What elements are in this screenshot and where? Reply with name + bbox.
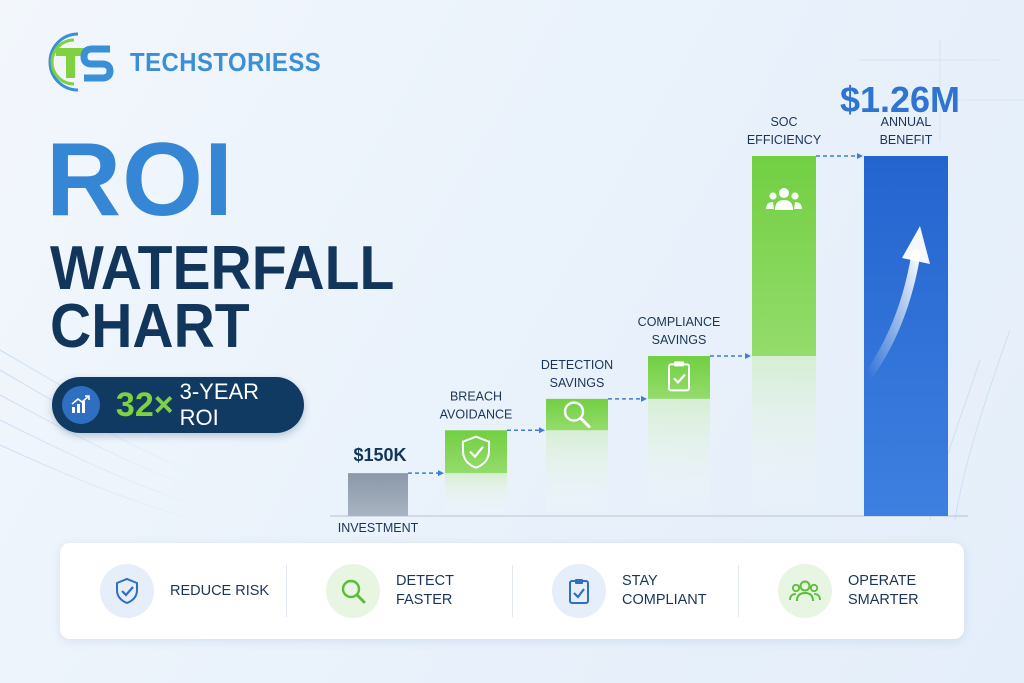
headline-roi: ROI — [46, 122, 234, 238]
value-label-annual-benefit: $1.26M — [840, 79, 960, 120]
team-icon — [766, 188, 802, 210]
feature-label: REDUCE RISK — [170, 582, 270, 599]
bar-shadow-compliance-savings — [648, 398, 710, 516]
up-arrow-icon — [863, 226, 930, 381]
category-label-breach-avoidance: BREACH — [450, 389, 502, 403]
magnifier-icon — [563, 401, 591, 429]
brand-logo: TECHSTORIESS — [44, 30, 338, 94]
connector-arrow-breach-avoidance — [539, 427, 545, 434]
roi-badge-text: 3-YEAR ROI — [179, 379, 260, 430]
features-panel: REDUCE RISK DETECT FASTER STAY COMPLIANT — [60, 543, 964, 639]
bar-shadow-soc-efficiency — [752, 356, 816, 516]
bar-shadow-breach-avoidance — [445, 473, 507, 516]
category-label-soc-efficiency: EFFICIENCY — [747, 133, 822, 147]
category-label-breach-avoidance: AVOIDANCE — [440, 407, 513, 421]
clipboard-check-icon — [552, 564, 606, 618]
category-label-detection-savings: DETECTION — [541, 358, 613, 372]
team-icon — [778, 564, 832, 618]
feature-label: STAY COMPLIANT — [622, 573, 707, 608]
headline-chart: CHART — [50, 292, 250, 361]
category-label-annual-benefit: BENEFIT — [880, 133, 933, 147]
bar-annual-benefit — [864, 156, 948, 516]
value-label-investment: $150K — [353, 445, 406, 465]
bar-investment — [348, 473, 408, 516]
connector-arrow-investment — [438, 470, 444, 477]
feature-label: DETECT FASTER — [396, 573, 454, 608]
clipboard-check-icon — [668, 361, 690, 392]
roi-multiplier: 32× — [115, 385, 174, 424]
magnifier-icon — [326, 564, 380, 618]
growth-chart-icon — [62, 386, 100, 424]
category-label-soc-efficiency: SOC — [770, 115, 797, 129]
connector-arrow-compliance-savings — [745, 353, 751, 359]
category-label-investment: INVESTMENT — [338, 521, 419, 535]
connector-arrow-soc-efficiency — [857, 153, 863, 159]
shield-check-icon — [462, 435, 490, 469]
shield-check-icon — [100, 564, 154, 618]
feature-reduce-risk: REDUCE RISK — [60, 543, 286, 639]
category-label-annual-benefit: ANNUAL — [881, 115, 932, 129]
headline-waterfall: WATERFALL — [50, 234, 395, 303]
roi-badge: 32× 3-YEAR ROI — [52, 377, 304, 433]
feature-operate-smarter: OPERATE SMARTER — [738, 543, 964, 639]
brand-name: TECHSTORIESS — [130, 46, 322, 77]
feature-label: OPERATE SMARTER — [848, 573, 919, 608]
feature-stay-compliant: STAY COMPLIANT — [512, 543, 738, 639]
bar-shadow-detection-savings — [546, 430, 608, 516]
bar-soc-efficiency — [752, 156, 816, 356]
category-label-compliance-savings: SAVINGS — [652, 333, 707, 347]
feature-detect-faster: DETECT FASTER — [286, 543, 512, 639]
category-label-detection-savings: SAVINGS — [550, 376, 605, 390]
connector-arrow-detection-savings — [641, 395, 647, 402]
ts-logo-icon — [44, 30, 122, 94]
category-label-compliance-savings: COMPLIANCE — [638, 315, 721, 329]
